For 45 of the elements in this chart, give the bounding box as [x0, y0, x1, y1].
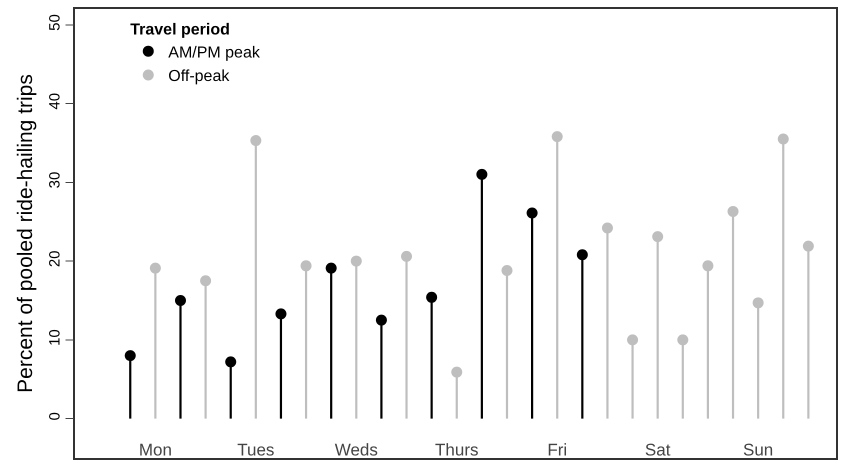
point: [652, 231, 664, 242]
point: [426, 292, 438, 303]
x-tick-label: Weds: [334, 440, 378, 460]
point: [501, 265, 512, 276]
point: [451, 366, 462, 378]
x-tick-label: Sat: [644, 440, 671, 460]
point: [124, 350, 136, 362]
point: [702, 260, 714, 272]
y-tick-label: 30: [46, 172, 64, 188]
point: [526, 208, 538, 219]
point: [552, 131, 563, 142]
point: [677, 334, 688, 346]
point: [778, 133, 789, 144]
point: [802, 240, 814, 252]
x-tick-label: Sun: [743, 440, 774, 460]
point: [752, 297, 764, 308]
point: [476, 168, 488, 180]
point: [300, 260, 312, 272]
point: [200, 275, 212, 286]
y-tick-label: 40: [46, 92, 64, 110]
x-tick-label: Tues: [237, 440, 274, 460]
y-tick-label: 10: [46, 329, 64, 346]
x-tick-label: Thurs: [435, 440, 478, 460]
legend-label: Off-peak: [168, 68, 230, 86]
x-tick-label: Fri: [547, 440, 568, 460]
point: [250, 135, 262, 146]
point: [576, 249, 588, 260]
point: [627, 334, 638, 346]
point: [350, 256, 362, 267]
point: [275, 308, 286, 320]
x-tick-label: Mon: [138, 440, 172, 460]
point: [602, 222, 613, 234]
point: [174, 294, 186, 306]
point: [326, 262, 337, 274]
legend-label: AM/PM peak: [168, 44, 261, 62]
point: [401, 250, 412, 262]
y-axis-title: Percent of pooled ride-hailing trips: [14, 74, 37, 393]
y-tick-label: 20: [46, 250, 64, 268]
point: [376, 314, 387, 326]
legend-title: Travel period: [130, 21, 230, 38]
point: [150, 262, 161, 274]
y-tick-label: 50: [46, 14, 64, 31]
point: [728, 206, 739, 217]
y-tick-label: 0: [46, 412, 64, 421]
point: [225, 356, 236, 368]
